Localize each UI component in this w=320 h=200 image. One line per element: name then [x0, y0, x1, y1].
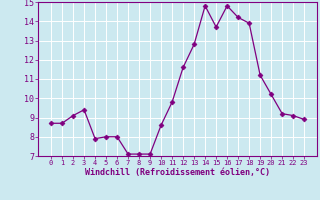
X-axis label: Windchill (Refroidissement éolien,°C): Windchill (Refroidissement éolien,°C): [85, 168, 270, 177]
